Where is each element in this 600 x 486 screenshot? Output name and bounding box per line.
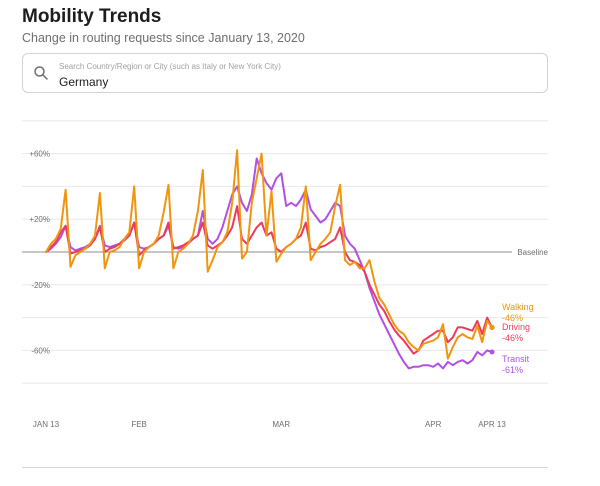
series-line-transit — [45, 157, 493, 370]
search-field[interactable]: Search Country/Region or City (such as I… — [22, 53, 548, 93]
x-tick-label: MAR — [272, 420, 290, 429]
x-tick-label: APR — [425, 420, 442, 429]
series-line-driving — [45, 205, 493, 355]
series-value-driving: -46% — [502, 333, 523, 343]
x-tick-label: JAN 13 — [33, 420, 60, 429]
series-value-walking: -46% — [502, 313, 523, 323]
mobility-chart: Baseline +60% +20% -20% -60% JAN 13 FEB MAR APR A… — [22, 120, 549, 429]
y-tick-label: +60% — [29, 150, 50, 159]
page-title: Mobility Trends — [22, 6, 162, 27]
series-label-driving: Driving — [502, 322, 530, 332]
bottom-divider — [22, 467, 548, 468]
y-tick-label: -20% — [31, 281, 50, 290]
series-end-point-walking — [489, 324, 495, 330]
series-label-walking: Walking — [502, 302, 534, 312]
page-subtitle: Change in routing requests since January… — [22, 31, 305, 45]
series-label-transit: Transit — [502, 354, 530, 364]
search-icon — [34, 66, 48, 80]
search-input[interactable]: Germany — [59, 75, 109, 89]
search-placeholder: Search Country/Region or City (such as I… — [59, 62, 281, 71]
series-end-point-transit — [489, 349, 495, 355]
x-tick-label: FEB — [131, 420, 147, 429]
series-line-walking — [45, 149, 493, 360]
series-value-transit: -61% — [502, 365, 523, 375]
y-tick-label: -60% — [31, 346, 50, 355]
x-tick-label: APR 13 — [478, 420, 506, 429]
baseline-label: Baseline — [517, 248, 548, 257]
y-tick-label: +20% — [29, 215, 50, 224]
